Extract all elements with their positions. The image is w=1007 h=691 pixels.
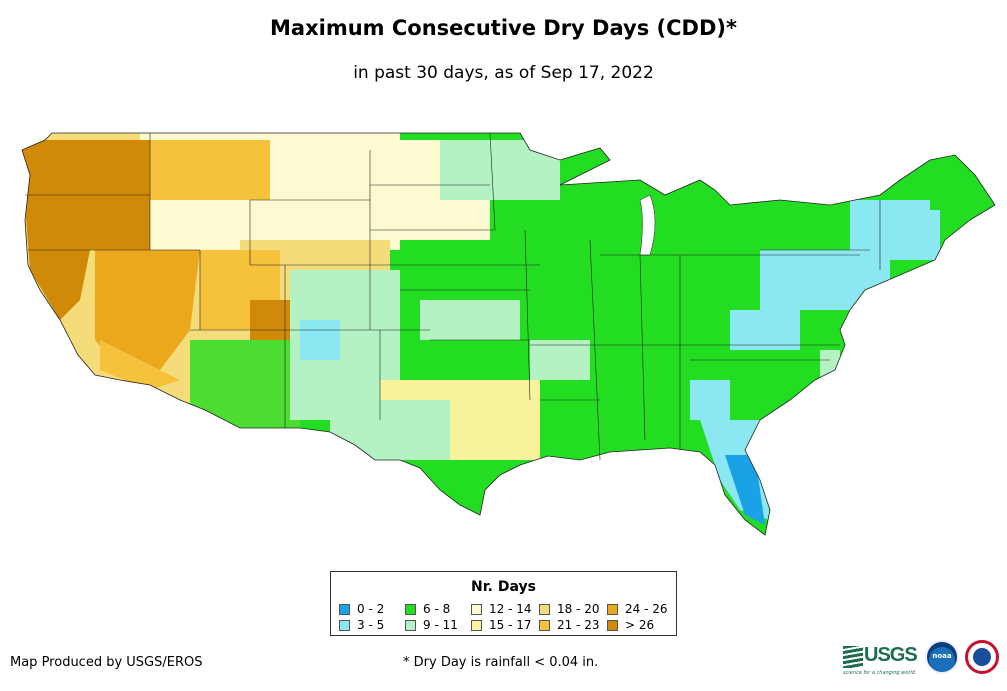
legend-swatch [339,604,350,615]
legend-item-21-23: 21 - 23 [539,618,600,632]
legend-swatch [539,604,550,615]
legend-item-3-5: 3 - 5 [339,618,384,632]
legend-item-6-8: 6 - 8 [405,602,450,616]
usgs-logo-icon[interactable]: USGS science for a changing world [843,644,919,676]
legend-item-9-11: 9 - 11 [405,618,458,632]
legend-swatch [607,620,618,631]
legend-swatch [471,604,482,615]
legend-swatch [539,620,550,631]
cdd-map [21,132,996,536]
map-subtitle: in past 30 days, as of Sep 17, 2022 [353,63,654,83]
legend-swatch [607,604,618,615]
usgs-tagline: science for a changing world [843,670,915,676]
logo-strip: USGS science for a changing world noaa [843,640,1003,680]
noaa-wordmark: noaa [932,652,952,660]
map-title: Maximum Consecutive Dry Days (CDD)* [270,16,737,40]
legend-swatch [405,604,416,615]
usgs-mark [843,646,863,668]
usgs-wordmark: USGS [864,644,918,666]
legend-item-12-14: 12 - 14 [471,602,532,616]
legend-item-24-26: 24 - 26 [607,602,668,616]
nws-logo-icon[interactable] [965,640,999,674]
legend-swatch [405,620,416,631]
legend-swatch [471,620,482,631]
footnote: * Dry Day is rainfall < 0.04 in. [403,655,599,670]
legend-swatch [339,620,350,631]
legend-item-0-2: 0 - 2 [339,602,384,616]
nws-emblem [973,648,991,666]
legend-item-15-17: 15 - 17 [471,618,532,632]
map-credit: Map Produced by USGS/EROS [10,655,203,670]
legend-title: Nr. Days [471,579,536,595]
legend-item-18-20: 18 - 20 [539,602,600,616]
legend-item-gt-26: > 26 [607,618,654,632]
noaa-logo-icon[interactable]: noaa [925,640,959,674]
legend: Nr. Days 0 - 2 3 - 5 6 - 8 9 - 11 12 - 1… [330,571,677,636]
